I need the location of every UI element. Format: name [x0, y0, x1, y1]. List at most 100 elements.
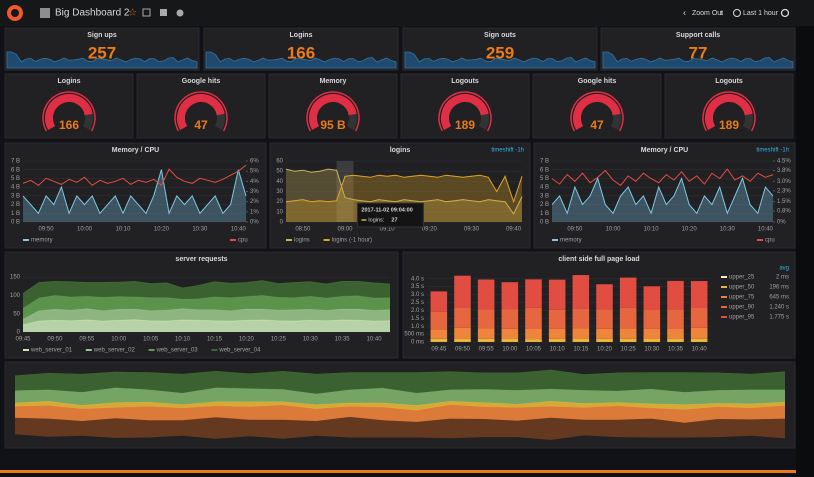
line — [14, 369, 786, 377]
sparkline — [602, 51, 794, 69]
dashboard-title[interactable]: Big Dashboard 2 — [55, 8, 130, 19]
y-tick-label: 0 — [17, 330, 21, 336]
x-tick-label: 09:40 — [506, 227, 522, 233]
y-tick-label: 2.5 s — [411, 300, 424, 306]
gauge-threshold — [174, 91, 228, 132]
save-icon[interactable] — [160, 9, 167, 16]
tooltip-time: 2017-11-02 09:04:00 — [361, 207, 412, 213]
legend-header: avg — [779, 266, 789, 272]
gauge-value: 166 — [59, 118, 79, 132]
bar — [525, 328, 542, 340]
x-tick-label: 09:45 — [15, 337, 31, 343]
line — [22, 280, 391, 295]
bar — [596, 309, 613, 329]
legend-label: web_server_03 — [156, 348, 199, 354]
bar — [548, 338, 566, 342]
bar — [596, 284, 613, 310]
area — [15, 370, 785, 394]
bar — [430, 291, 448, 312]
star-icon[interactable]: ☆ — [128, 8, 137, 19]
area — [552, 178, 773, 222]
x-tick-label: 10:10 — [550, 347, 566, 353]
navbar — [0, 0, 814, 26]
bar — [619, 328, 637, 339]
bar — [454, 327, 471, 339]
legend-label: cpu — [238, 238, 248, 244]
stat-title: Sign outs — [484, 32, 516, 39]
panel — [532, 73, 662, 139]
x-tick-label: 10:00 — [502, 347, 518, 353]
chart-subtitle: timeshift -1h — [756, 148, 789, 154]
zoom-next[interactable]: › — [720, 7, 723, 17]
x-tick-label: 10:35 — [335, 337, 351, 343]
bar — [643, 338, 661, 342]
y2-tick-label: 0.8% — [777, 209, 791, 215]
y-tick-label: 40 — [276, 179, 283, 185]
tooltip — [356, 202, 424, 228]
gauge-title: Logouts — [715, 78, 743, 85]
x-tick-label: 10:30 — [720, 227, 736, 233]
bar — [477, 338, 495, 342]
y2-tick-label: 3.8% — [777, 168, 791, 174]
y2-tick-label: 0% — [777, 220, 786, 226]
x-tick-label: 09:50 — [39, 227, 55, 233]
time-range[interactable]: Last 1 hour — [743, 10, 779, 17]
legend-label: upper_50 — [729, 285, 755, 291]
area — [15, 401, 785, 411]
y-tick-label: 1 B — [540, 211, 549, 217]
x-tick-label: 10:10 — [115, 227, 131, 233]
gauge-fill — [573, 94, 621, 130]
sparkline — [205, 51, 397, 69]
sparkline — [404, 51, 596, 69]
y-tick-label: 10 — [276, 209, 283, 215]
bar — [525, 307, 542, 329]
bar — [643, 310, 661, 329]
y2-tick-label: 3.0% — [777, 179, 791, 185]
bar — [430, 338, 448, 342]
share-icon[interactable] — [142, 8, 151, 17]
gauge-threshold — [702, 91, 756, 132]
area — [15, 387, 785, 406]
bar — [548, 309, 566, 329]
logo-inner — [11, 9, 19, 17]
x-tick-label: 10:00 — [77, 227, 93, 233]
x-tick-label: 10:40 — [231, 227, 247, 233]
y-tick-label: 3 B — [11, 193, 20, 199]
y-tick-label: 50 — [13, 311, 20, 317]
gauge-fill — [705, 94, 753, 130]
zoom-prev[interactable]: ‹ — [683, 7, 686, 17]
gauge-title: Google hits — [182, 78, 221, 85]
bar — [454, 307, 471, 328]
y-tick-label: 4.0 s — [411, 276, 424, 282]
bar — [667, 280, 684, 310]
x-tick-label: 10:20 — [682, 227, 698, 233]
area — [15, 416, 785, 440]
y2-tick-label: 2% — [250, 199, 259, 205]
panel — [533, 142, 796, 249]
refresh-icon[interactable] — [780, 8, 790, 18]
y-tick-label: 6 B — [540, 167, 549, 173]
x-tick-label: 09:50 — [455, 347, 471, 353]
legend-label: memory — [31, 238, 53, 244]
gauge-fill — [45, 94, 93, 130]
y2-tick-label: 2.3% — [777, 188, 791, 194]
legend-label: web_server_04 — [218, 348, 261, 354]
legend-label: logins (-1 hour) — [332, 238, 372, 244]
gauge-title: Google hits — [578, 78, 617, 85]
chart-subtitle: timeshift -1h — [491, 148, 524, 154]
legend-avg: 196 ms — [769, 285, 789, 291]
settings-icon[interactable] — [176, 9, 184, 17]
zoom-out[interactable]: Zoom Out — [692, 10, 723, 17]
x-tick-label: 09:55 — [79, 337, 95, 343]
bar — [619, 338, 637, 342]
gauge-value: 95 B — [320, 118, 346, 132]
area — [15, 404, 785, 423]
tooltip-value: 27 — [391, 217, 397, 223]
scroll-area — [796, 26, 814, 477]
legend-label: memory — [560, 238, 582, 244]
bar — [596, 328, 613, 339]
x-tick-label: 08:50 — [295, 227, 311, 233]
x-tick-label: 10:00 — [605, 227, 621, 233]
bar — [690, 338, 708, 342]
clock-icon — [733, 9, 741, 17]
